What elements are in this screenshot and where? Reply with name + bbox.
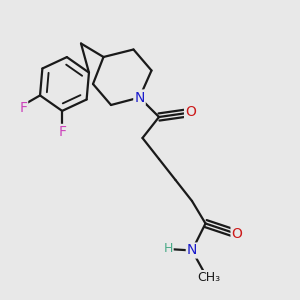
Text: F: F [19, 101, 27, 115]
Text: CH₃: CH₃ [197, 271, 220, 284]
Text: N: N [187, 244, 197, 257]
Text: O: O [185, 106, 196, 119]
Text: H: H [163, 242, 173, 256]
Text: N: N [134, 91, 145, 104]
Text: O: O [232, 227, 242, 241]
Text: F: F [58, 125, 66, 139]
